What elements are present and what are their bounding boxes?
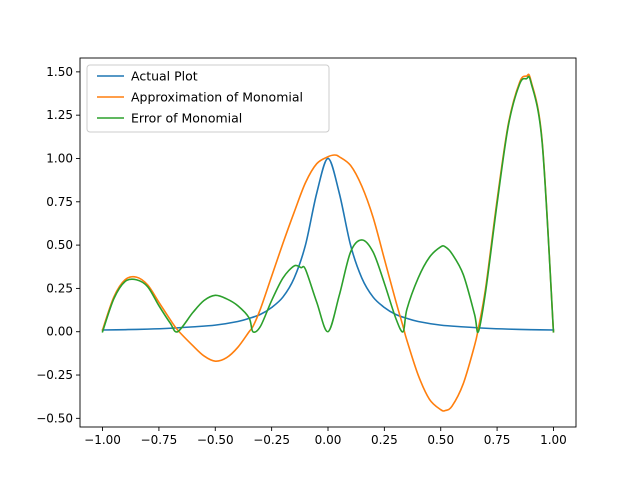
legend-box	[86, 64, 330, 133]
x-tick-label: 0.25	[371, 433, 398, 447]
axes: −1.00 −0.75 −0.50 −0.25 0.00 0.25 0.50 0.75 1.00…	[36, 57, 577, 447]
x-tick-label: 0.50	[427, 433, 454, 447]
x-tick-label: 0.00	[315, 433, 342, 447]
y-tick-label: 0.75	[46, 195, 73, 209]
x-tick-label: −0.50	[197, 433, 234, 447]
series-line-1	[101, 157, 555, 331]
x-tick-label: −1.00	[84, 433, 121, 447]
legend-label-2: Approximation of Monomial	[131, 90, 303, 105]
y-tick-label: 1.25	[46, 108, 73, 122]
y-tick-label: 1.00	[46, 151, 73, 165]
legend: Actual Plot Approximation of Monomial Erro…	[86, 64, 330, 133]
y-tick-label: 0.00	[46, 325, 73, 339]
y-tick-label: −0.25	[36, 368, 73, 382]
y-tick-label: 0.50	[46, 238, 73, 252]
y-tick-label: 0.25	[46, 281, 73, 295]
series-lines	[101, 73, 555, 412]
legend-label-1: Actual Plot	[131, 69, 198, 84]
series-line-3	[101, 75, 555, 334]
legend-label-3: Error of Monomial	[131, 111, 242, 126]
x-tick-label: 0.75	[484, 433, 511, 447]
x-tick-label: −0.25	[253, 433, 290, 447]
x-tick-label: −0.75	[141, 433, 178, 447]
x-tick-label: 1.00	[540, 433, 567, 447]
y-tick-label: −0.50	[36, 411, 73, 425]
y-tick-label: 1.50	[46, 65, 73, 79]
